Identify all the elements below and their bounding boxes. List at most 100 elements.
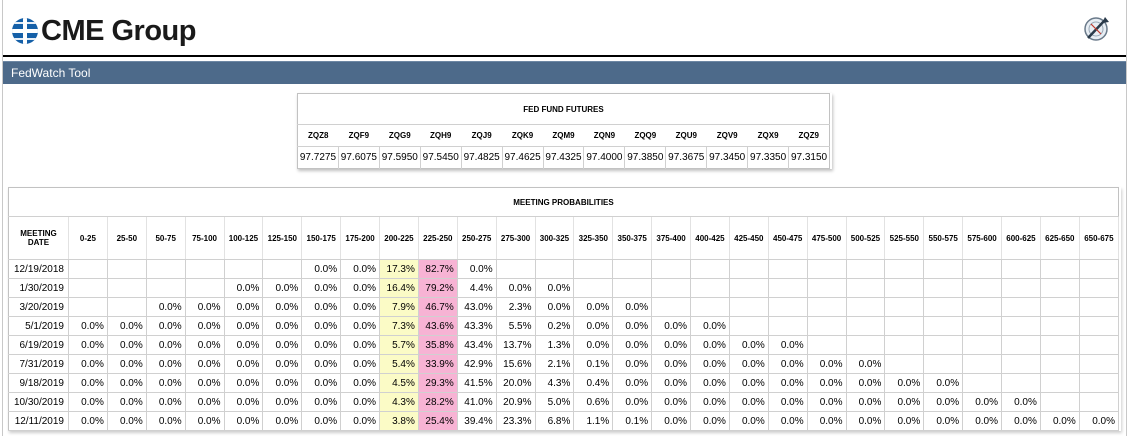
probability-cell: 4.3% [535,373,575,393]
probability-cell [962,259,1002,279]
probability-cell: 0.0% [68,335,108,355]
cme-group-logo[interactable]: CME Group [12,14,197,47]
probability-cell [1079,316,1120,336]
probability-cell [690,297,730,317]
meeting-date: 5/1/2019 [8,316,69,336]
probability-cell [807,297,847,317]
probability-cell: 0.0% [107,316,147,336]
probability-cell [923,335,964,355]
probability-cell: 0.0% [807,373,847,393]
probability-cell: 0.0% [340,335,380,355]
probability-cell: 0.0% [107,373,147,393]
meeting-date: 3/20/2019 [8,297,69,317]
probability-cell [1001,278,1041,298]
probability-cell [1001,259,1041,279]
probability-cell: 46.7% [418,297,458,317]
probability-cell [884,278,925,298]
futures-code: ZQN9 [583,124,625,147]
rate-range-header: 400-425 [690,216,730,260]
rate-range-header: 100-125 [224,216,264,260]
probability-cell [651,297,691,317]
probability-cell: 0.0% [651,335,691,355]
probability-cell: 0.0% [846,411,886,431]
header: CME Group [3,0,1126,57]
rate-range-header: 75-100 [185,216,225,260]
probability-cell: 4.5% [379,373,419,393]
probability-cell [962,354,1002,374]
probability-cell: 2.1% [535,354,575,374]
probability-cell [107,297,147,317]
probability-cell [1079,278,1120,298]
probability-cell: 0.0% [1079,411,1120,431]
probability-cell: 0.0% [768,411,808,431]
probability-cell: 0.0% [340,373,380,393]
probability-cell: 0.4% [573,373,614,393]
probability-cell [729,259,769,279]
probability-cell: 0.0% [224,354,264,374]
probability-cell: 20.0% [496,373,536,393]
probability-cell: 0.0% [612,316,653,336]
probability-cell [768,259,808,279]
brand-name: CME Group [41,14,197,47]
probability-cell: 39.4% [457,411,497,431]
probability-cell: 0.0% [846,373,886,393]
probability-cell: 0.0% [535,278,575,298]
probability-cell: 0.0% [690,411,730,431]
rate-range-header: 175-200 [340,216,380,260]
probability-cell [923,278,964,298]
probability-cell: 23.3% [496,411,536,431]
meeting-date: 12/11/2019 [8,411,69,431]
probability-cell [185,259,225,279]
probability-cell: 0.0% [224,411,264,431]
meeting-row: 12/19/2018 0.0% 0.0% 17.3% 82.7% 0.0% [8,259,1120,279]
probability-cell [1001,297,1041,317]
rate-range-header: 200-225 [379,216,419,260]
probability-cell: 0.0% [768,335,808,355]
probability-cell [1040,259,1080,279]
futures-code: ZQZ8 [297,124,339,147]
rate-range-header: 525-550 [884,216,925,260]
probability-cell: 0.0% [146,297,186,317]
probability-cell: 0.0% [690,316,730,336]
fedwatch-logo-icon[interactable] [1082,14,1112,44]
cme-globe-icon [12,18,38,44]
probability-cell [612,259,653,279]
rate-range-header: 350-375 [612,216,653,260]
probability-cell [846,259,886,279]
probability-cell: 43.4% [457,335,497,355]
probability-cell [612,278,653,298]
probability-cell [1079,392,1120,412]
probability-cell: 0.0% [729,373,769,393]
rate-range-header: 25-50 [107,216,147,260]
futures-code: ZQF9 [338,124,380,147]
probability-cell: 0.0% [68,411,108,431]
probability-cell [729,297,769,317]
probability-cell [1079,297,1120,317]
futures-price: 97.3675 [665,146,708,169]
futures-code: ZQZ9 [788,124,830,147]
rate-range-header: 250-275 [457,216,497,260]
probability-cell [146,259,186,279]
probability-cell [573,278,614,298]
probability-cell: 0.0% [690,373,730,393]
probability-cell: 0.0% [68,392,108,412]
probability-cell [107,278,147,298]
probability-cell [651,278,691,298]
probability-cell: 0.0% [651,392,691,412]
probability-cell: 0.0% [301,392,342,412]
futures-price: 97.4000 [583,146,626,169]
probability-cell: 0.0% [262,373,303,393]
probability-cell: 0.0% [729,335,769,355]
meeting-date: 6/19/2019 [8,335,69,355]
fed-fund-futures-table: FED FUND FUTURES ZQZ8 ZQF9 ZQG9 ZQH9 ZQJ9 ZQK… [297,93,830,169]
rate-range-header: 475-500 [807,216,847,260]
tool-title-bar: FedWatch Tool [3,61,1126,84]
probability-cell [573,259,614,279]
probability-cell: 0.0% [573,297,614,317]
probability-cell: 0.0% [301,373,342,393]
probability-cell: 5.7% [379,335,419,355]
probability-cell [884,297,925,317]
probability-cell [962,335,1002,355]
probability-cell: 41.0% [457,392,497,412]
